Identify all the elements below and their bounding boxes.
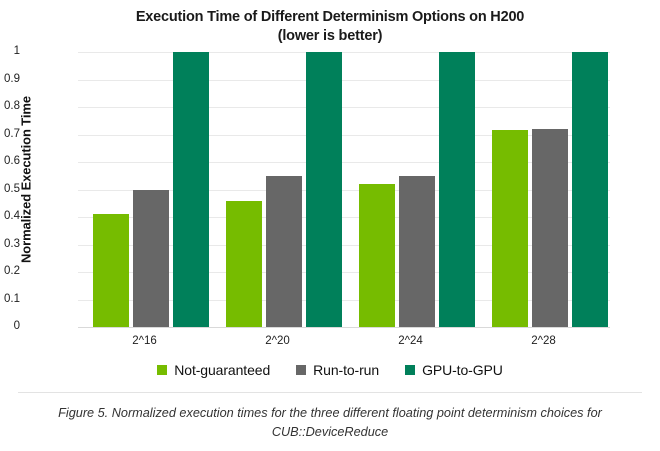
y-axis-tick-label: 0.2 <box>4 265 20 277</box>
legend-swatch-icon <box>296 365 307 375</box>
bar-not-guaranteed-228 <box>491 130 528 327</box>
legend-swatch-icon <box>405 365 416 375</box>
x-axis-tick-label: 2^24 <box>398 335 423 347</box>
y-axis-title: Normalized Execution Time <box>18 95 34 264</box>
y-axis-tick-label: 0.1 <box>4 292 20 305</box>
y-axis-tick-label: 0.9 <box>4 72 20 85</box>
legend-label: GPU-to-GPU <box>422 362 503 378</box>
x-axis-tick-label: 2^16 <box>132 335 157 347</box>
y-axis-tick-label: 0.6 <box>4 155 20 167</box>
bar-run-to-run-220 <box>265 175 302 327</box>
gridline <box>78 52 610 53</box>
y-axis-tick-label: 0.5 <box>4 182 20 195</box>
gridline <box>78 244 610 246</box>
y-axis-tick-label: 0.3 <box>4 237 20 250</box>
x-axis-tick-label: 2^20 <box>265 335 290 347</box>
y-axis-tick-label: 0.7 <box>4 127 20 140</box>
bar-group <box>358 52 475 327</box>
legend-item-run-to-run: Run-to-run <box>296 362 379 378</box>
chart-title-line1: Execution Time of Different Determinism … <box>135 9 525 25</box>
bar-not-guaranteed-216 <box>92 214 129 327</box>
figure-caption: Figure 5. Normalized execution times for… <box>58 406 602 439</box>
legend-item-not-guaranteed: Not-guaranteed <box>157 362 270 378</box>
legend-label: Run-to-run <box>313 362 380 378</box>
bar-group <box>491 52 608 327</box>
legend-label: Not-guaranteed <box>174 362 271 378</box>
bar-group <box>225 52 342 327</box>
x-axis-tick-label: 2^28 <box>531 335 556 347</box>
bar-run-to-run-216 <box>132 189 169 327</box>
bar-run-to-run-224 <box>398 175 435 327</box>
plot-area: 0 0.1 0.2 0.3 0.4 0.5 0.6 0.7 0.8 0.9 1 2^16 2^20 2^2… <box>4 45 610 347</box>
legend-item-gpu-to-gpu: GPU-to-GPU <box>405 362 503 378</box>
gridline <box>78 272 610 273</box>
gridline <box>78 299 610 301</box>
chart-title: Execution Time of Different Determinism … <box>0 8 660 46</box>
gridline <box>78 189 610 191</box>
gridline <box>78 327 610 328</box>
bar-not-guaranteed-220 <box>225 200 262 327</box>
chart-title-line2: (lower is better) <box>277 28 383 44</box>
bar-gpu-to-gpu-224 <box>438 52 475 327</box>
y-axis-tick-label: 0 <box>13 320 20 332</box>
chart-legend: Not-guaranteed Run-to-run GPU-to-GPU <box>0 362 660 378</box>
bar-group <box>92 52 209 327</box>
caption-divider <box>18 392 642 393</box>
gridline <box>78 162 610 163</box>
legend-swatch-icon <box>157 365 168 375</box>
y-axis-tick-label: 1 <box>13 45 20 57</box>
gridline <box>78 134 610 136</box>
bar-gpu-to-gpu-220 <box>305 52 342 327</box>
bar-gpu-to-gpu-216 <box>172 52 209 327</box>
bar-run-to-run-228 <box>531 129 568 327</box>
gridline <box>78 217 610 218</box>
bar-not-guaranteed-224 <box>358 184 395 327</box>
y-axis-tick-label: 0.4 <box>4 210 20 222</box>
gridline <box>78 107 610 108</box>
bar-gpu-to-gpu-228 <box>571 52 608 327</box>
gridline <box>78 79 610 81</box>
y-axis-tick-label: 0.8 <box>4 100 20 112</box>
plot-wrapper: Normalized Execution Time 0 0.1 0.2 0.3 0.4 0… <box>0 44 660 347</box>
